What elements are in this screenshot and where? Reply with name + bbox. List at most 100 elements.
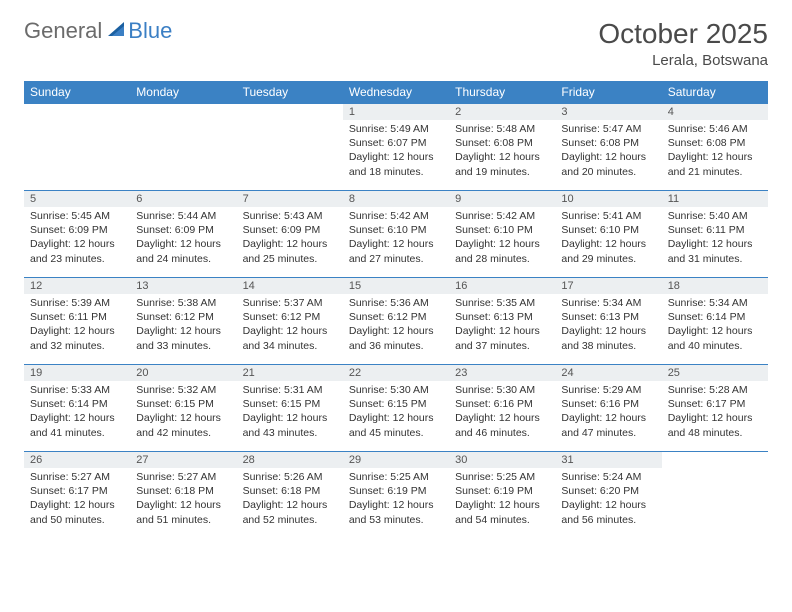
calendar-cell: 22Sunrise: 5:30 AMSunset: 6:15 PMDayligh… bbox=[343, 365, 449, 452]
sunset-text: Sunset: 6:13 PM bbox=[455, 310, 549, 324]
sunset-text: Sunset: 6:16 PM bbox=[455, 397, 549, 411]
day-header: Saturday bbox=[662, 81, 768, 104]
calendar-cell: 5Sunrise: 5:45 AMSunset: 6:09 PMDaylight… bbox=[24, 191, 130, 278]
day-header: Thursday bbox=[449, 81, 555, 104]
sunrise-text: Sunrise: 5:29 AM bbox=[561, 383, 655, 397]
sunrise-text: Sunrise: 5:47 AM bbox=[561, 122, 655, 136]
sunrise-text: Sunrise: 5:34 AM bbox=[668, 296, 762, 310]
calendar-cell: 25Sunrise: 5:28 AMSunset: 6:17 PMDayligh… bbox=[662, 365, 768, 452]
daylight-text: Daylight: 12 hours and 41 minutes. bbox=[30, 411, 124, 439]
day-number: 22 bbox=[343, 365, 449, 381]
day-header: Friday bbox=[555, 81, 661, 104]
calendar-cell: 16Sunrise: 5:35 AMSunset: 6:13 PMDayligh… bbox=[449, 278, 555, 365]
brand-word1: General bbox=[24, 18, 102, 44]
day-number bbox=[24, 104, 130, 120]
sunset-text: Sunset: 6:12 PM bbox=[136, 310, 230, 324]
sunset-text: Sunset: 6:18 PM bbox=[243, 484, 337, 498]
calendar-cell: 2Sunrise: 5:48 AMSunset: 6:08 PMDaylight… bbox=[449, 104, 555, 191]
day-number: 19 bbox=[24, 365, 130, 381]
daylight-text: Daylight: 12 hours and 23 minutes. bbox=[30, 237, 124, 265]
day-details: Sunrise: 5:40 AMSunset: 6:11 PMDaylight:… bbox=[662, 207, 768, 270]
sunrise-text: Sunrise: 5:30 AM bbox=[455, 383, 549, 397]
sunset-text: Sunset: 6:08 PM bbox=[455, 136, 549, 150]
day-details: Sunrise: 5:30 AMSunset: 6:15 PMDaylight:… bbox=[343, 381, 449, 444]
daylight-text: Daylight: 12 hours and 29 minutes. bbox=[561, 237, 655, 265]
daylight-text: Daylight: 12 hours and 45 minutes. bbox=[349, 411, 443, 439]
sunrise-text: Sunrise: 5:49 AM bbox=[349, 122, 443, 136]
calendar-cell bbox=[130, 104, 236, 191]
calendar-week-row: 1Sunrise: 5:49 AMSunset: 6:07 PMDaylight… bbox=[24, 104, 768, 191]
sunrise-text: Sunrise: 5:31 AM bbox=[243, 383, 337, 397]
calendar-cell: 23Sunrise: 5:30 AMSunset: 6:16 PMDayligh… bbox=[449, 365, 555, 452]
sunrise-text: Sunrise: 5:33 AM bbox=[30, 383, 124, 397]
day-details: Sunrise: 5:27 AMSunset: 6:17 PMDaylight:… bbox=[24, 468, 130, 531]
day-number: 24 bbox=[555, 365, 661, 381]
sunset-text: Sunset: 6:16 PM bbox=[561, 397, 655, 411]
day-details: Sunrise: 5:35 AMSunset: 6:13 PMDaylight:… bbox=[449, 294, 555, 357]
day-details: Sunrise: 5:39 AMSunset: 6:11 PMDaylight:… bbox=[24, 294, 130, 357]
calendar-page: General Blue October 2025 Lerala, Botswa… bbox=[0, 0, 792, 556]
daylight-text: Daylight: 12 hours and 37 minutes. bbox=[455, 324, 549, 352]
day-number: 5 bbox=[24, 191, 130, 207]
sunset-text: Sunset: 6:11 PM bbox=[668, 223, 762, 237]
sunrise-text: Sunrise: 5:44 AM bbox=[136, 209, 230, 223]
calendar-cell: 13Sunrise: 5:38 AMSunset: 6:12 PMDayligh… bbox=[130, 278, 236, 365]
sunset-text: Sunset: 6:20 PM bbox=[561, 484, 655, 498]
sunset-text: Sunset: 6:18 PM bbox=[136, 484, 230, 498]
location-text: Lerala, Botswana bbox=[598, 52, 768, 69]
calendar-cell: 6Sunrise: 5:44 AMSunset: 6:09 PMDaylight… bbox=[130, 191, 236, 278]
calendar-cell bbox=[24, 104, 130, 191]
sunrise-text: Sunrise: 5:37 AM bbox=[243, 296, 337, 310]
day-details: Sunrise: 5:32 AMSunset: 6:15 PMDaylight:… bbox=[130, 381, 236, 444]
sunset-text: Sunset: 6:19 PM bbox=[455, 484, 549, 498]
daylight-text: Daylight: 12 hours and 43 minutes. bbox=[243, 411, 337, 439]
day-number: 9 bbox=[449, 191, 555, 207]
calendar-table: SundayMondayTuesdayWednesdayThursdayFrid… bbox=[24, 81, 768, 538]
day-details: Sunrise: 5:25 AMSunset: 6:19 PMDaylight:… bbox=[343, 468, 449, 531]
calendar-head: SundayMondayTuesdayWednesdayThursdayFrid… bbox=[24, 81, 768, 104]
sunset-text: Sunset: 6:12 PM bbox=[349, 310, 443, 324]
day-details: Sunrise: 5:27 AMSunset: 6:18 PMDaylight:… bbox=[130, 468, 236, 531]
day-number: 6 bbox=[130, 191, 236, 207]
sunset-text: Sunset: 6:11 PM bbox=[30, 310, 124, 324]
sunrise-text: Sunrise: 5:48 AM bbox=[455, 122, 549, 136]
sunset-text: Sunset: 6:15 PM bbox=[349, 397, 443, 411]
month-title: October 2025 bbox=[598, 18, 768, 50]
calendar-cell: 24Sunrise: 5:29 AMSunset: 6:16 PMDayligh… bbox=[555, 365, 661, 452]
daylight-text: Daylight: 12 hours and 33 minutes. bbox=[136, 324, 230, 352]
day-details: Sunrise: 5:45 AMSunset: 6:09 PMDaylight:… bbox=[24, 207, 130, 270]
calendar-cell bbox=[237, 104, 343, 191]
day-number: 21 bbox=[237, 365, 343, 381]
calendar-cell: 14Sunrise: 5:37 AMSunset: 6:12 PMDayligh… bbox=[237, 278, 343, 365]
sunset-text: Sunset: 6:10 PM bbox=[561, 223, 655, 237]
day-details: Sunrise: 5:25 AMSunset: 6:19 PMDaylight:… bbox=[449, 468, 555, 531]
daylight-text: Daylight: 12 hours and 21 minutes. bbox=[668, 150, 762, 178]
day-number bbox=[237, 104, 343, 120]
day-details: Sunrise: 5:38 AMSunset: 6:12 PMDaylight:… bbox=[130, 294, 236, 357]
day-number: 1 bbox=[343, 104, 449, 120]
daylight-text: Daylight: 12 hours and 20 minutes. bbox=[561, 150, 655, 178]
day-details: Sunrise: 5:37 AMSunset: 6:12 PMDaylight:… bbox=[237, 294, 343, 357]
day-header: Sunday bbox=[24, 81, 130, 104]
day-details: Sunrise: 5:28 AMSunset: 6:17 PMDaylight:… bbox=[662, 381, 768, 444]
calendar-cell bbox=[662, 452, 768, 539]
daylight-text: Daylight: 12 hours and 25 minutes. bbox=[243, 237, 337, 265]
daylight-text: Daylight: 12 hours and 28 minutes. bbox=[455, 237, 549, 265]
calendar-cell: 30Sunrise: 5:25 AMSunset: 6:19 PMDayligh… bbox=[449, 452, 555, 539]
sunset-text: Sunset: 6:10 PM bbox=[349, 223, 443, 237]
calendar-week-row: 26Sunrise: 5:27 AMSunset: 6:17 PMDayligh… bbox=[24, 452, 768, 539]
day-details: Sunrise: 5:34 AMSunset: 6:14 PMDaylight:… bbox=[662, 294, 768, 357]
day-number bbox=[662, 452, 768, 468]
calendar-cell: 3Sunrise: 5:47 AMSunset: 6:08 PMDaylight… bbox=[555, 104, 661, 191]
calendar-cell: 31Sunrise: 5:24 AMSunset: 6:20 PMDayligh… bbox=[555, 452, 661, 539]
day-number: 8 bbox=[343, 191, 449, 207]
calendar-cell: 28Sunrise: 5:26 AMSunset: 6:18 PMDayligh… bbox=[237, 452, 343, 539]
daylight-text: Daylight: 12 hours and 56 minutes. bbox=[561, 498, 655, 526]
calendar-cell: 12Sunrise: 5:39 AMSunset: 6:11 PMDayligh… bbox=[24, 278, 130, 365]
brand-word2: Blue bbox=[128, 18, 172, 44]
daylight-text: Daylight: 12 hours and 40 minutes. bbox=[668, 324, 762, 352]
day-number bbox=[130, 104, 236, 120]
daylight-text: Daylight: 12 hours and 46 minutes. bbox=[455, 411, 549, 439]
page-header: General Blue October 2025 Lerala, Botswa… bbox=[24, 18, 768, 69]
calendar-cell: 26Sunrise: 5:27 AMSunset: 6:17 PMDayligh… bbox=[24, 452, 130, 539]
